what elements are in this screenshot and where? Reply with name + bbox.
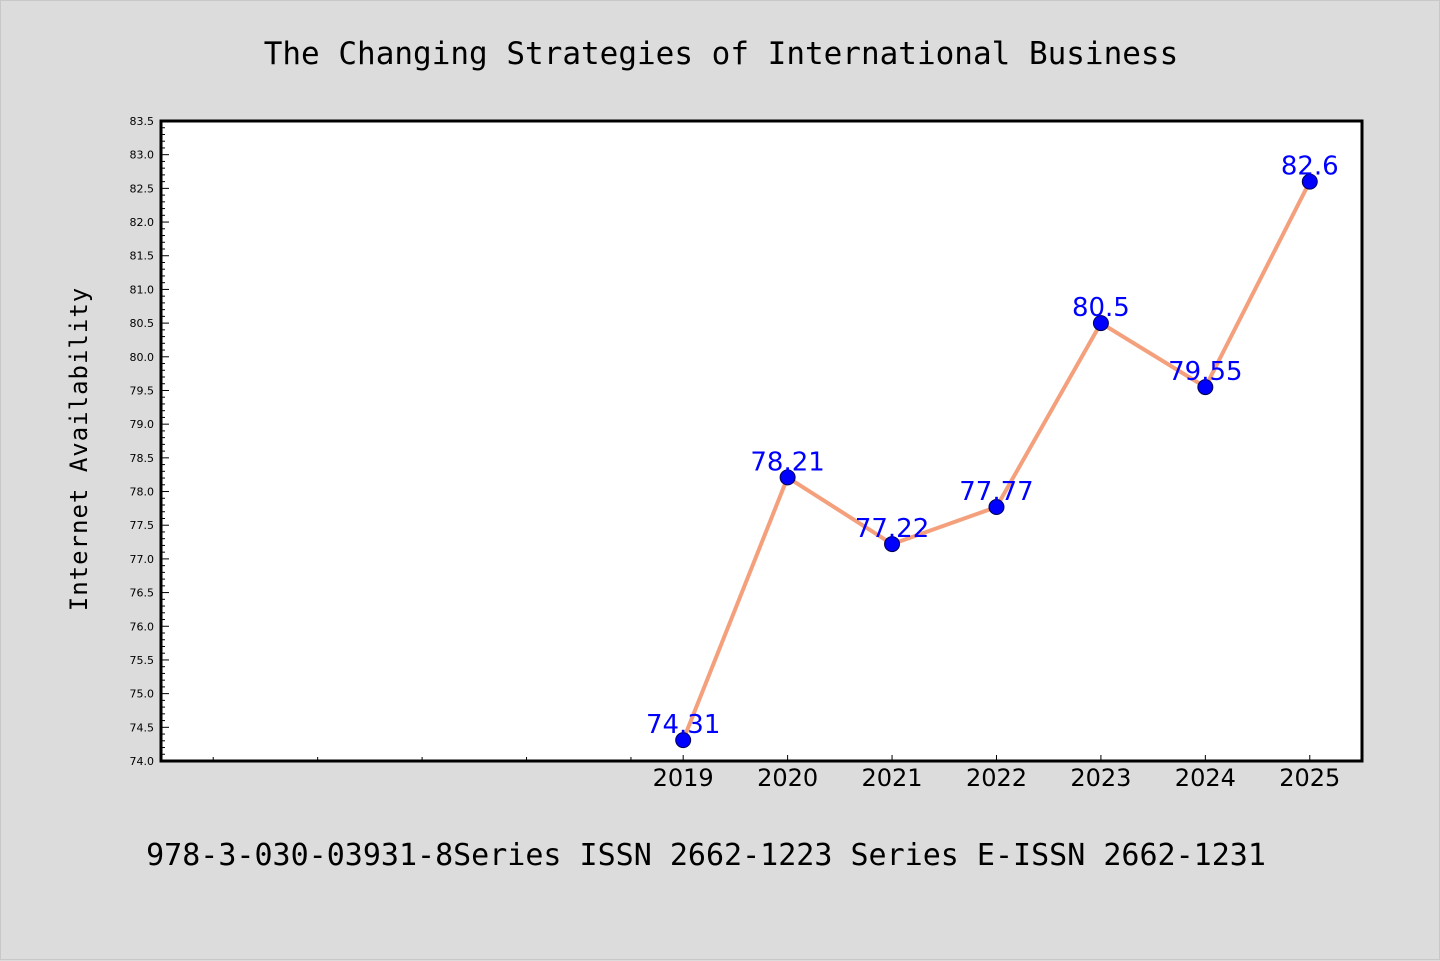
data-markers [675,173,1318,749]
y-tick-label: 76.0 [130,620,155,633]
y-tick-label: 74.5 [130,721,155,734]
y-tick-label: 79.0 [130,418,155,431]
y-tick-label: 76.5 [130,587,155,600]
y-tick-label: 82.0 [130,216,155,229]
y-axis: 74.0 74.5 75.0 75.5 76.0 76.5 77.0 77.5 78.0 78.5… [130,115,169,768]
x-tick-label: 2022 [966,764,1027,792]
y-tick-label: 78.5 [130,452,155,465]
footer-text: 978-3-030-03931-8Series ISSN 2662-1223 S… [146,838,1266,873]
y-tick-label: 77.0 [130,553,155,566]
plot-area [161,121,1362,761]
plot-frame [159,119,1364,763]
data-label: 80.5 [1072,293,1130,323]
y-tick-label: 82.5 [130,182,155,195]
data-point [779,469,796,486]
data-label: 82.6 [1281,152,1339,182]
data-label: 77.77 [959,477,1033,507]
data-label: 79.55 [1168,357,1242,387]
x-tick-label: 2021 [862,764,923,792]
y-tick-label: 83.0 [130,149,155,162]
y-tick-label: 74.0 [130,755,155,768]
data-point [1301,173,1318,190]
y-tick-label: 81.0 [130,283,155,296]
data-label: 77.22 [855,514,929,544]
data-point [884,536,901,553]
x-tick-label: 2020 [757,764,818,792]
data-labels: 74.31 78.21 77.22 77.77 80.5 79.55 82.6 [646,152,1339,740]
y-tick-label: 83.5 [130,115,155,128]
y-axis-label: Internet Availability [65,287,93,611]
data-label: 74.31 [646,710,720,740]
x-tick-label: 2023 [1070,764,1131,792]
x-tick-label: 2024 [1175,764,1236,792]
y-tick-label: 80.5 [130,317,155,330]
y-tick-label: 79.5 [130,384,155,397]
y-tick-label: 75.0 [130,688,155,701]
data-point [988,499,1005,516]
x-axis: 2019 2020 2021 2022 2023 2024 2025 [212,755,1340,792]
data-point [1197,379,1214,396]
x-tick-label: 2019 [653,764,714,792]
chart-title: The Changing Strategies of International… [264,36,1179,72]
data-point [1092,315,1109,332]
data-label: 78.21 [750,447,824,477]
x-tick-label: 2025 [1279,764,1340,792]
y-tick-label: 80.0 [130,351,155,364]
y-tick-label: 78.0 [130,486,155,499]
y-tick-label: 77.5 [130,519,155,532]
y-tick-label: 81.5 [130,250,155,263]
data-point [675,732,692,749]
y-tick-label: 75.5 [130,654,155,667]
